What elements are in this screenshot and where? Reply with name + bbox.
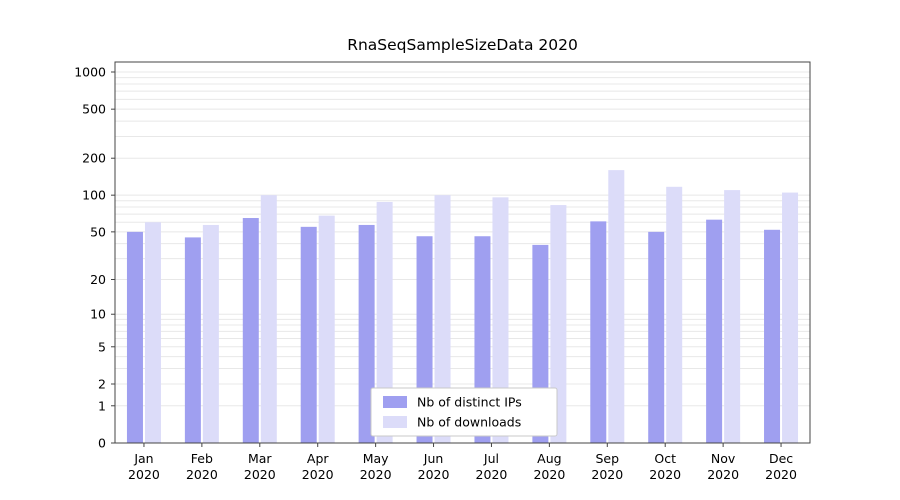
- x-tick-label-year: 2020: [765, 467, 797, 482]
- y-tick-label: 0: [98, 436, 106, 451]
- x-tick-label-month: Apr: [307, 451, 329, 466]
- bar-distinct-ips: [648, 231, 665, 443]
- legend-swatch: [383, 416, 407, 428]
- legend-label: Nb of distinct IPs: [417, 395, 522, 410]
- y-tick-label: 2: [98, 377, 106, 392]
- bar-downloads: [260, 195, 277, 443]
- x-tick-label-year: 2020: [591, 467, 623, 482]
- legend-box: [370, 387, 558, 437]
- x-tick-label-year: 2020: [302, 467, 334, 482]
- x-tick-label-month: Jul: [483, 451, 499, 466]
- x-tick-label-year: 2020: [360, 467, 392, 482]
- x-tick-label-month: Mar: [248, 451, 272, 466]
- bar-distinct-ips: [184, 237, 201, 443]
- x-tick-label-month: Sep: [596, 451, 620, 466]
- y-tick-label: 1: [98, 398, 106, 413]
- bar-distinct-ips: [358, 224, 375, 443]
- x-tick-label-year: 2020: [707, 467, 739, 482]
- x-tick-label-year: 2020: [649, 467, 681, 482]
- plot-box: [114, 61, 811, 444]
- y-tick-label: 200: [82, 151, 106, 166]
- bar-distinct-ips: [706, 219, 723, 443]
- bar-downloads: [376, 201, 393, 443]
- y-tick-label: 10: [90, 307, 106, 322]
- bar-distinct-ips: [300, 226, 317, 443]
- bar-distinct-ips: [242, 218, 259, 443]
- bar-downloads: [144, 222, 161, 443]
- bar-distinct-ips: [764, 229, 781, 443]
- y-tick-label: 50: [90, 224, 106, 239]
- x-tick-label-month: Aug: [537, 451, 561, 466]
- x-tick-label-year: 2020: [128, 467, 160, 482]
- y-tick-label: 20: [90, 272, 106, 287]
- bar-downloads: [550, 205, 567, 443]
- bar-downloads: [666, 186, 683, 443]
- bar-downloads: [608, 170, 625, 444]
- y-tick-label: 1000: [74, 65, 106, 80]
- legend-swatch: [383, 396, 407, 408]
- bar-downloads: [782, 192, 799, 443]
- bar-downloads: [202, 224, 219, 443]
- bar-downloads: [492, 197, 509, 443]
- legend-label: Nb of downloads: [417, 415, 521, 430]
- x-tick-label-month: May: [363, 451, 389, 466]
- bar-downloads: [724, 190, 741, 443]
- bar-downloads: [434, 195, 451, 443]
- x-tick-label-month: Dec: [769, 451, 793, 466]
- x-tick-label-year: 2020: [244, 467, 276, 482]
- x-tick-label-year: 2020: [418, 467, 450, 482]
- x-tick-label-month: Nov: [711, 451, 736, 466]
- x-tick-label-month: Jun: [423, 451, 444, 466]
- chart-title: RnaSeqSampleSizeData 2020: [347, 36, 578, 54]
- y-tick-label: 5: [98, 339, 106, 354]
- x-tick-label-month: Feb: [191, 451, 213, 466]
- x-tick-label-year: 2020: [186, 467, 218, 482]
- bar-distinct-ips: [126, 231, 143, 443]
- y-tick-label: 100: [82, 188, 106, 203]
- x-tick-label-month: Oct: [654, 451, 676, 466]
- y-tick-label: 500: [82, 102, 106, 117]
- x-tick-label-month: Jan: [133, 451, 153, 466]
- x-tick-label-year: 2020: [476, 467, 508, 482]
- bar-downloads: [318, 215, 335, 443]
- x-tick-label-year: 2020: [533, 467, 565, 482]
- bar-distinct-ips: [590, 221, 607, 443]
